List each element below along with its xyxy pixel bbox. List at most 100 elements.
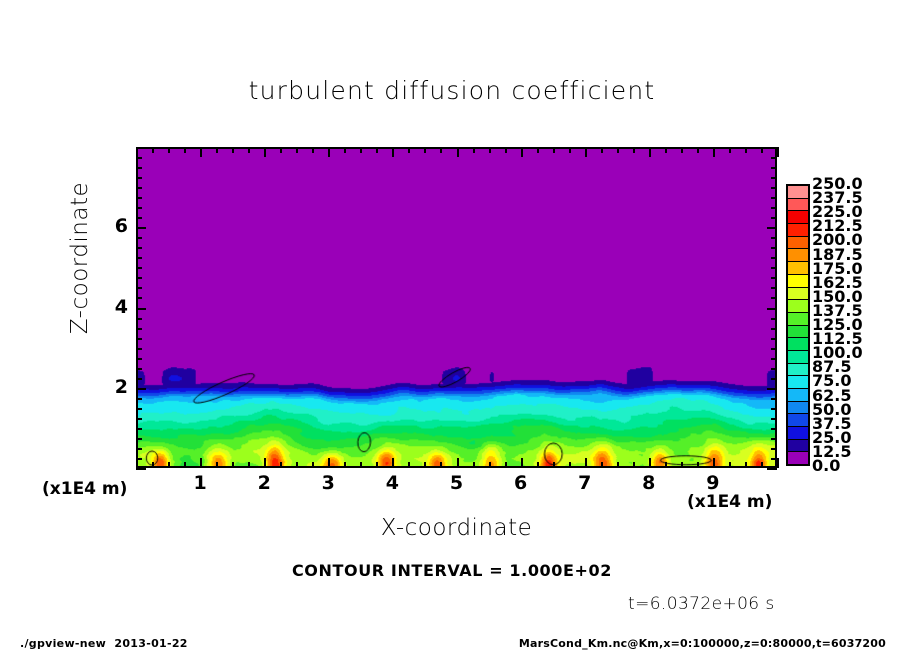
colorbar-tick-label: 212.5 xyxy=(812,216,863,236)
colorbar-tick-label: 125.0 xyxy=(812,315,863,334)
y-tick xyxy=(136,337,142,340)
y-tick-right xyxy=(771,317,777,320)
x-tick-label: 2 xyxy=(257,472,271,494)
colorbar-tick-label: 0.0 xyxy=(812,456,841,475)
x-tick-top xyxy=(777,147,779,157)
y-tick xyxy=(136,197,142,200)
x-tick-label: 3 xyxy=(321,472,335,494)
colorbar-band xyxy=(788,300,808,313)
x-tick-top xyxy=(456,147,459,157)
colorbar-band xyxy=(788,401,808,415)
turbulent-diffusion-field xyxy=(138,149,775,466)
x-tick xyxy=(280,462,283,468)
y-tick-right xyxy=(771,197,777,200)
x-tick-top xyxy=(264,147,267,157)
x-tick xyxy=(760,462,763,468)
x-tick xyxy=(264,458,267,468)
x-tick xyxy=(200,458,203,468)
x-tick-top xyxy=(744,147,747,153)
y-tick xyxy=(136,227,146,230)
x-tick xyxy=(184,462,187,468)
y-tick-right xyxy=(771,207,777,210)
colorbar-tick-label: 225.0 xyxy=(812,202,863,222)
x-tick-top xyxy=(184,147,187,153)
x-tick xyxy=(232,462,235,468)
y-tick xyxy=(136,417,142,420)
x-tick-top xyxy=(248,147,251,153)
y-tick-right xyxy=(771,157,777,160)
colorbar-tick-label: 200.0 xyxy=(812,230,863,250)
colorbar-tick-label: 137.5 xyxy=(812,300,863,320)
colorbar-band xyxy=(788,427,808,440)
x-tick-label: 5 xyxy=(449,472,464,494)
x-tick xyxy=(744,462,747,468)
x-tick xyxy=(616,462,619,468)
x-tick xyxy=(536,462,539,468)
y-tick-right xyxy=(771,357,777,360)
colorbar-tick-label: 100.0 xyxy=(812,343,863,363)
colorbar-band xyxy=(788,249,808,263)
x-tick-top xyxy=(312,147,315,153)
y-tick xyxy=(136,468,146,470)
page-title: turbulent diffusion coefficient xyxy=(248,76,656,105)
colorbar-tick-label: 150.0 xyxy=(812,286,863,306)
colorbar-band xyxy=(788,198,808,212)
colorbar-band xyxy=(788,312,808,326)
x-tick-label: 1 xyxy=(193,472,207,494)
colorbar-tick-label: 12.5 xyxy=(812,441,852,461)
x-tick xyxy=(424,462,427,468)
x-tick-top xyxy=(488,147,491,153)
y-tick-right xyxy=(771,337,777,340)
x-tick xyxy=(712,458,715,468)
y-tick-right xyxy=(771,257,777,260)
y-axis-unit-note: (x1E4 m) xyxy=(42,479,128,499)
x-tick xyxy=(312,462,315,468)
y-tick xyxy=(136,237,142,240)
colorbar-band xyxy=(788,350,808,364)
y-tick xyxy=(136,307,146,310)
colorbar-tick-label: 62.5 xyxy=(812,385,852,405)
x-tick xyxy=(568,462,571,468)
x-tick xyxy=(488,462,491,468)
y-tick-label: 4 xyxy=(114,295,128,318)
plot-area xyxy=(136,147,777,468)
y-tick xyxy=(136,277,142,280)
x-tick-top xyxy=(632,147,635,153)
colorbar-labels: 250.0 237.5 225.0 212.5 200.0 187.5 175.0 162.5… xyxy=(812,176,898,474)
y-tick xyxy=(136,257,142,260)
x-tick xyxy=(520,458,523,468)
colorbar-band xyxy=(788,224,808,237)
colorbar-band xyxy=(788,376,808,389)
x-axis-unit-note: (x1E4 m) xyxy=(687,492,773,512)
y-tick xyxy=(136,387,146,390)
y-tick-right xyxy=(771,377,777,380)
colorbar-band xyxy=(788,439,808,453)
y-tick-right xyxy=(771,427,777,430)
x-axis-title: X-coordinate xyxy=(380,515,533,541)
colorbar-tick-label: 25.0 xyxy=(812,427,852,447)
x-tick-top xyxy=(696,147,699,153)
y-tick xyxy=(136,367,142,370)
y-tick xyxy=(136,407,142,410)
y-axis-title: Z-coordinate xyxy=(67,181,93,335)
y-tick xyxy=(136,217,142,220)
colorbar-band xyxy=(788,262,808,275)
x-tick-label: 9 xyxy=(706,472,720,494)
x-tick-top xyxy=(152,147,155,153)
colorbar-tick-label: 75.0 xyxy=(812,371,852,391)
x-tick-top xyxy=(424,147,427,153)
y-tick xyxy=(136,287,142,290)
y-tick-right xyxy=(771,247,777,250)
y-tick-right xyxy=(771,177,777,180)
colorbar-tick-label: 187.5 xyxy=(812,244,863,264)
x-tick xyxy=(472,462,475,468)
y-tick xyxy=(136,207,142,210)
y-tick xyxy=(136,167,142,170)
y-tick-right xyxy=(767,147,777,149)
x-tick-top xyxy=(648,147,651,157)
x-tick-top xyxy=(200,147,203,157)
colorbar-band xyxy=(788,186,808,199)
y-tick xyxy=(136,327,142,330)
colorbar-band xyxy=(788,452,808,465)
y-tick xyxy=(136,457,142,460)
